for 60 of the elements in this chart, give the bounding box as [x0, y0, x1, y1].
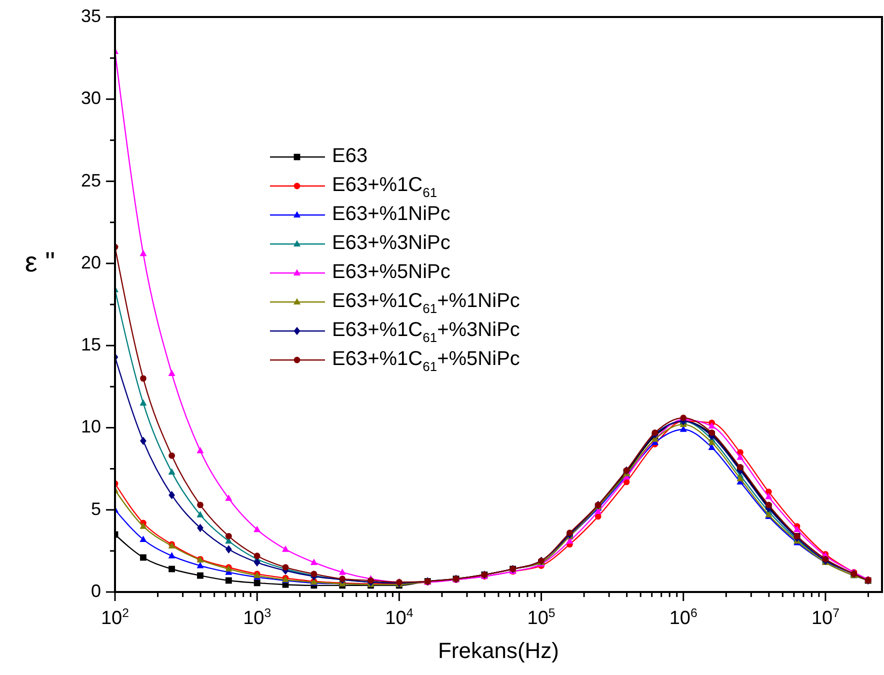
x-tick-label: 10$^{2}$	[100, 606, 130, 629]
point	[140, 399, 147, 406]
x-tick-label: 10$^{3}$	[243, 606, 272, 629]
y-axis-title: ε "	[24, 246, 56, 278]
point	[254, 552, 260, 560]
legend-label: E63+%1C$_{61}$+%5NiPc	[332, 348, 520, 374]
point	[197, 524, 204, 532]
legend-label: E63+%3NiPc	[332, 232, 450, 254]
legend-label: E63+%1C$_{61}$	[332, 174, 438, 200]
x-tick-label: 10$^{7}$	[811, 606, 840, 629]
point	[140, 536, 147, 542]
point	[140, 250, 147, 256]
x-tick-label: 10$^{4}$	[385, 606, 414, 629]
point	[197, 572, 204, 579]
y-tick-label: 25	[80, 170, 101, 190]
point	[254, 580, 260, 586]
y-tick-label: 20	[80, 252, 101, 272]
point	[765, 492, 772, 500]
point	[196, 562, 204, 568]
point	[140, 522, 147, 529]
y-tick-label: 5	[90, 498, 101, 519]
point	[736, 474, 744, 482]
y-tick-label: 10	[80, 416, 101, 436]
point	[197, 502, 204, 508]
point	[168, 370, 176, 376]
legend-label: E63+%5NiPc	[332, 261, 450, 284]
point	[168, 468, 176, 475]
point	[196, 510, 204, 518]
y-tick-label: 0	[90, 580, 101, 601]
point	[168, 452, 175, 459]
legend-label: E63+%1NiPc	[332, 203, 450, 226]
point	[254, 526, 261, 532]
point	[282, 545, 290, 552]
y-tick-label: 30	[80, 88, 101, 108]
point	[140, 436, 146, 446]
point	[225, 494, 232, 501]
y-tick-label: 35	[80, 6, 101, 26]
point	[168, 552, 176, 558]
legend-label: E63+%1C$_{61}$+%1NiPc	[332, 290, 520, 316]
point	[196, 446, 204, 454]
x-tick-label: 10$^{5}$	[527, 606, 556, 629]
legend-label: E63	[332, 145, 368, 168]
point	[225, 532, 232, 540]
point	[338, 568, 346, 575]
point	[254, 558, 260, 567]
point	[168, 566, 175, 572]
point	[310, 558, 318, 565]
x-tick-label: 10$^{6}$	[669, 606, 698, 629]
point	[225, 577, 232, 584]
point	[794, 526, 801, 532]
point	[140, 375, 146, 382]
point	[140, 554, 146, 561]
point	[708, 422, 716, 429]
point	[225, 545, 232, 554]
point	[168, 490, 175, 500]
point	[708, 438, 716, 446]
legend-label: E63+%1C$_{61}$+%3NiPc	[332, 319, 520, 345]
y-tick-label: 15	[80, 334, 101, 354]
x-axis-title: Frekans(Hz)	[438, 638, 560, 663]
point	[736, 453, 744, 460]
